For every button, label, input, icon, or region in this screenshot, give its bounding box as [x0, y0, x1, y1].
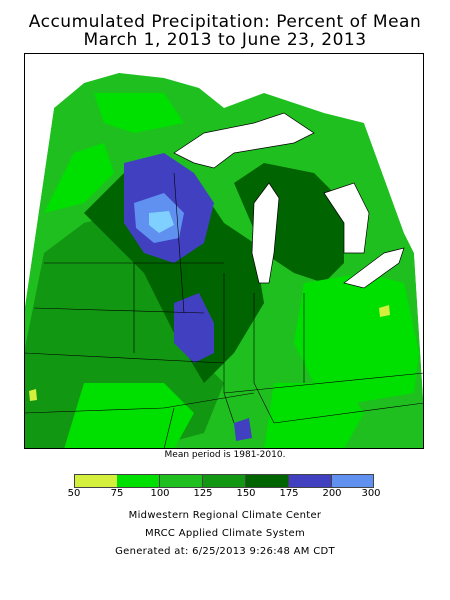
zone-50-75-south [29, 389, 37, 401]
zone-100-125-north [94, 93, 184, 133]
out-of-domain-ne [364, 123, 424, 413]
footer-generated-time: Generated at: 6/25/2013 9:26:48 AM CDT [115, 546, 335, 557]
zone-175-200-small [234, 418, 252, 441]
legend-swatch-200-300 [332, 474, 374, 488]
footer-center-name: Midwestern Regional Climate Center [128, 510, 322, 521]
legend-label-300: 300 [361, 488, 381, 499]
legend-label-200: 200 [322, 488, 342, 499]
legend-swatch-150-175 [246, 474, 289, 488]
zone-100-125-south [64, 383, 194, 449]
legend-label-50: 50 [67, 488, 81, 499]
mean-period-note: Mean period is 1981-2010. [164, 450, 286, 460]
map-title-line-2: March 1, 2013 to June 23, 2013 [83, 30, 367, 50]
precipitation-map [24, 53, 424, 449]
legend-swatch-125-150 [203, 474, 246, 488]
map-title-line-1: Accumulated Precipitation: Percent of Me… [28, 12, 422, 32]
legend-swatch-175-200 [289, 474, 332, 488]
zone-100-125-northwest [44, 143, 114, 213]
zone-300-plus [149, 211, 174, 233]
lake-superior [173, 112, 315, 169]
legend-label-125: 125 [193, 488, 213, 499]
footer-system-name: MRCC Applied Climate System [144, 528, 306, 539]
lake-erie [343, 247, 405, 289]
lake-huron [323, 182, 370, 254]
legend-label-100: 100 [150, 488, 170, 499]
legend-swatch-100-125 [160, 474, 203, 488]
map-frame [24, 53, 424, 449]
zone-50-75-ohio [379, 305, 390, 317]
legend-label-175: 175 [279, 488, 299, 499]
zone-125-150-west [24, 213, 224, 449]
legend-label-150: 150 [236, 488, 256, 499]
legend-swatch-75-100 [117, 474, 160, 488]
state-boundaries [24, 172, 424, 449]
lake-michigan [251, 182, 280, 284]
color-legend [74, 474, 374, 488]
legend-label-75: 75 [110, 488, 124, 499]
out-of-domain-nw [24, 53, 84, 313]
zone-100-125-southeast [264, 383, 364, 449]
legend-swatch-50-75 [74, 474, 118, 488]
